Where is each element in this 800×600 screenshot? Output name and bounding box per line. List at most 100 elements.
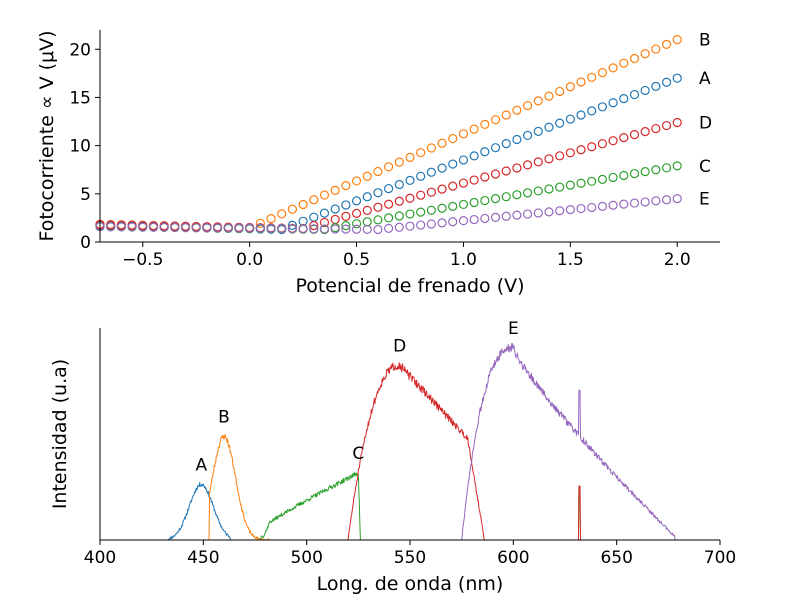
- spectra-x-tick-label: 500: [290, 548, 322, 568]
- spectra-x-tick-label: 650: [600, 548, 632, 568]
- photocurrent-y-ticks: 0 5 10 15 20: [69, 40, 100, 253]
- photocurrent-point-C: [533, 186, 543, 196]
- photocurrent-point-A: [565, 114, 575, 124]
- photocurrent-point-E: [490, 212, 501, 222]
- photocurrent-point-D: [480, 172, 490, 182]
- photocurrent-point-A: [373, 188, 383, 198]
- photocurrent-point-C: [640, 167, 650, 177]
- photocurrent-point-E: [138, 222, 148, 232]
- photocurrent-point-E: [309, 224, 319, 234]
- photocurrent-point-B: [512, 105, 522, 115]
- photocurrent-point-D: [319, 217, 330, 228]
- photocurrent-point-B: [522, 100, 533, 111]
- photocurrent-point-E: [426, 219, 436, 229]
- photocurrent-point-B: [490, 115, 501, 125]
- photocurrent-x-tick-label: 1.0: [450, 250, 477, 270]
- photocurrent-point-D: [522, 160, 533, 170]
- photocurrent-point-C: [351, 219, 362, 229]
- photocurrent-point-B: [576, 77, 586, 87]
- photocurrent-point-C: [619, 170, 629, 181]
- photocurrent-x-ticks: −0.5 0.0 0.5 1.0 1.5 2.0: [122, 242, 691, 270]
- photocurrent-point-C: [512, 190, 522, 200]
- photocurrent-point-E: [512, 210, 522, 220]
- photocurrent-x-tick-label: 0.0: [236, 250, 263, 270]
- photocurrent-point-D: [555, 151, 565, 161]
- photocurrent-point-C: [565, 180, 575, 190]
- photocurrent-point-C: [576, 178, 586, 188]
- photocurrent-point-E: [416, 220, 426, 230]
- photocurrent-point-D: [533, 157, 543, 167]
- photocurrent-point-E: [437, 218, 447, 228]
- photocurrent-point-B: [416, 148, 426, 158]
- photocurrent-x-tick-label: 0.5: [343, 250, 370, 270]
- photocurrent-point-E: [245, 223, 255, 233]
- photocurrent-point-B: [266, 214, 276, 224]
- photocurrent-point-A: [501, 139, 511, 149]
- spectrum-label-E: E: [508, 319, 519, 339]
- photocurrent-y-tick-label: 5: [80, 185, 91, 205]
- photocurrent-point-E: [522, 209, 533, 219]
- photocurrent-point-C: [448, 201, 458, 211]
- photocurrent-point-B: [319, 190, 330, 200]
- photocurrent-point-A: [640, 85, 650, 96]
- photocurrent-point-A: [619, 94, 629, 104]
- spectra-x-tick-label: 550: [394, 548, 426, 568]
- photocurrent-point-B: [555, 86, 565, 97]
- photocurrent-x-tick-label: −0.5: [122, 250, 163, 270]
- photocurrent-point-E: [384, 223, 394, 233]
- photocurrent-series-label-D: D: [699, 114, 712, 134]
- photocurrent-point-E: [266, 223, 276, 233]
- photocurrent-point-E: [480, 213, 490, 224]
- photocurrent-point-E: [587, 202, 597, 213]
- spectra-y-axis-label: Intensidad (u.a): [49, 359, 71, 509]
- photocurrent-point-C: [373, 215, 383, 225]
- photocurrent-point-B: [619, 58, 629, 68]
- photocurrent-point-B: [309, 195, 319, 205]
- photocurrent-point-E: [533, 208, 543, 218]
- spectra-x-tick-label: 450: [187, 548, 219, 568]
- spectra-x-ticks: 400 450 500 550 600 650 700: [84, 540, 736, 568]
- photocurrent-point-B: [458, 129, 469, 139]
- photocurrent-point-A: [351, 196, 362, 206]
- photocurrent-point-C: [426, 205, 436, 215]
- photocurrent-point-E: [319, 224, 330, 234]
- photocurrent-point-A: [651, 81, 661, 91]
- photocurrent-point-B: [341, 181, 351, 191]
- photocurrent-point-C: [608, 172, 618, 183]
- photocurrent-point-C: [416, 207, 426, 217]
- photocurrent-point-A: [608, 98, 618, 108]
- photocurrent-point-C: [341, 221, 351, 231]
- photocurrent-point-D: [469, 175, 479, 185]
- photocurrent-series-E: [95, 194, 682, 235]
- photocurrent-point-A: [341, 200, 351, 210]
- photocurrent-point-C: [469, 197, 479, 208]
- photocurrent-point-C: [629, 168, 640, 179]
- photocurrent-point-A: [426, 167, 436, 177]
- photocurrent-point-E: [116, 222, 126, 232]
- photocurrent-point-D: [672, 117, 682, 128]
- photocurrent-point-A: [405, 175, 415, 186]
- photocurrent-point-D: [384, 199, 394, 209]
- photocurrent-point-E: [170, 222, 180, 232]
- photocurrent-point-A: [469, 151, 479, 161]
- photocurrent-point-C: [555, 182, 565, 192]
- spectrum-label-A: A: [195, 455, 207, 475]
- photocurrent-point-A: [416, 171, 426, 181]
- photocurrent-point-A: [458, 155, 469, 165]
- spectrum-label-D: D: [393, 336, 406, 356]
- photocurrent-point-A: [544, 122, 554, 132]
- spectra-x-axis-label: Long. de onda (nm): [317, 573, 504, 595]
- photocurrent-point-B: [448, 133, 458, 144]
- photocurrent-point-B: [298, 199, 308, 210]
- photocurrent-point-E: [501, 211, 511, 221]
- photocurrent-point-A: [480, 147, 490, 157]
- photocurrent-point-D: [544, 154, 554, 164]
- photocurrent-point-D: [373, 202, 383, 212]
- photocurrent-point-D: [512, 163, 522, 173]
- photocurrent-point-B: [565, 82, 575, 92]
- photocurrent-point-C: [490, 194, 501, 204]
- photocurrent-point-D: [426, 187, 436, 197]
- photocurrent-point-D: [437, 184, 447, 194]
- photocurrent-point-B: [533, 96, 543, 106]
